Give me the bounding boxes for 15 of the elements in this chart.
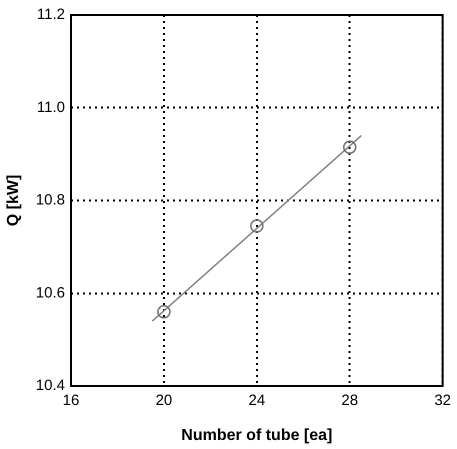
y-tick-label: 10.4 <box>36 377 65 394</box>
y-tick-label: 11.0 <box>36 98 65 116</box>
x-tick-label: 28 <box>341 392 358 410</box>
x-axis-title: Number of tube [ea] <box>181 426 332 444</box>
x-tick-label: 32 <box>434 392 451 410</box>
point <box>157 305 171 319</box>
x-tick-label: 16 <box>62 392 80 410</box>
x-tick-label: 24 <box>248 392 266 410</box>
y-axis-title: Q [kW] <box>5 174 22 226</box>
y-tick-label: 10.8 <box>36 192 65 209</box>
point <box>250 219 264 233</box>
y-tick-label: 11.2 <box>36 6 65 24</box>
y-tick-label: 10.6 <box>36 284 65 302</box>
x-tick-label: 20 <box>156 392 172 410</box>
point <box>342 140 356 154</box>
